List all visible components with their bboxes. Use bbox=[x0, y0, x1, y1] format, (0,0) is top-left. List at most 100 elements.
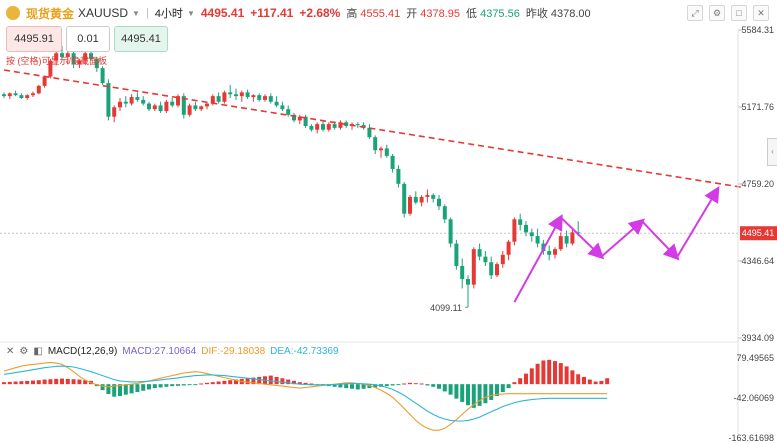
candle bbox=[89, 51, 93, 61]
candle bbox=[274, 96, 279, 108]
quantity-input[interactable]: 0.01 bbox=[66, 26, 110, 52]
close-icon[interactable]: ✕ bbox=[753, 5, 769, 21]
candle bbox=[309, 124, 314, 132]
expand-icon[interactable]: □ bbox=[731, 5, 747, 21]
projection-segment[interactable] bbox=[600, 218, 646, 258]
instrument-name[interactable]: 现货黄金 bbox=[26, 6, 75, 21]
candles-layer: 4099.11 bbox=[2, 45, 581, 313]
macd-bar bbox=[210, 382, 215, 385]
candle bbox=[239, 90, 244, 102]
macd-bar bbox=[13, 381, 18, 385]
macd-bar bbox=[141, 384, 146, 391]
candle bbox=[361, 122, 366, 130]
macd-bar bbox=[19, 381, 24, 385]
macd-bar bbox=[576, 374, 581, 385]
macd-bar bbox=[338, 384, 343, 388]
projection-segment[interactable] bbox=[641, 220, 680, 261]
candle bbox=[454, 239, 459, 270]
toggle-icon[interactable]: ◧ bbox=[33, 346, 43, 357]
candle bbox=[384, 144, 389, 158]
candle bbox=[42, 75, 47, 88]
settings-icon[interactable]: ⚙ bbox=[19, 346, 29, 357]
candle bbox=[500, 251, 505, 268]
candle bbox=[402, 181, 407, 218]
open-stat: 开 4378.95 bbox=[406, 8, 461, 20]
macd-bar bbox=[234, 379, 238, 385]
candle bbox=[466, 275, 470, 308]
price-change: +117.41 bbox=[250, 6, 294, 20]
projection-segment[interactable] bbox=[560, 216, 605, 260]
grid-layer bbox=[0, 232, 738, 343]
interval-selector[interactable]: 4小时 bbox=[154, 8, 183, 20]
price-change-pct: +2.68% bbox=[299, 6, 341, 20]
macd-bar bbox=[106, 384, 111, 395]
symbol-dropdown-icon[interactable]: ▼ bbox=[132, 8, 140, 18]
collapse-icon[interactable]: ✕ bbox=[6, 346, 15, 357]
candle bbox=[390, 153, 395, 173]
candle bbox=[216, 92, 221, 104]
instrument-symbol[interactable]: XAUUSD bbox=[78, 6, 129, 20]
macd-bar bbox=[396, 384, 401, 386]
y-tick-label-2: 4759.20 bbox=[741, 179, 774, 189]
macd-bar bbox=[587, 379, 592, 385]
candle bbox=[570, 228, 575, 246]
y-tick-label-4: 3934.09 bbox=[741, 333, 774, 343]
candle bbox=[77, 58, 82, 69]
low-stat: 低 4375.56 bbox=[466, 8, 520, 20]
candle bbox=[326, 122, 331, 132]
candle bbox=[152, 103, 157, 112]
candle bbox=[129, 94, 134, 106]
candle bbox=[379, 146, 383, 158]
candle bbox=[147, 101, 151, 112]
macd-bar bbox=[413, 383, 418, 385]
buy-price-button[interactable]: 4495.41 bbox=[114, 26, 168, 52]
candle bbox=[483, 251, 488, 266]
macd-bar bbox=[344, 384, 349, 389]
macd-bar bbox=[216, 381, 221, 385]
panel-hint-text: 按 (空格)可显示/隐藏面板 bbox=[6, 56, 107, 66]
interval-dropdown-icon[interactable]: ▼ bbox=[186, 8, 195, 18]
candle bbox=[396, 165, 401, 188]
candle bbox=[292, 112, 296, 123]
macd-bar bbox=[454, 384, 459, 399]
macd-bar bbox=[448, 384, 453, 395]
macd-bar bbox=[100, 384, 105, 391]
macd-bar bbox=[390, 384, 395, 386]
macd-bar bbox=[7, 381, 12, 385]
macd-bar bbox=[147, 384, 151, 390]
macd-bar bbox=[373, 384, 378, 388]
settings-icon[interactable]: ⚙ bbox=[709, 5, 725, 21]
y-tick-label-1: 5171.76 bbox=[741, 102, 774, 112]
candle bbox=[25, 94, 30, 100]
macd-bar bbox=[135, 384, 140, 393]
resistance-trendline[interactable] bbox=[3, 69, 741, 188]
panel-collapse-handle[interactable]: ‹ bbox=[767, 138, 777, 166]
y-tick-label-0: 5584.31 bbox=[741, 25, 774, 35]
macd-bar bbox=[506, 384, 511, 389]
macd-label: MACD(12,26,9) bbox=[47, 346, 118, 357]
candle bbox=[448, 217, 453, 248]
macd-bar bbox=[164, 384, 169, 387]
candle bbox=[437, 195, 441, 210]
candle bbox=[31, 91, 35, 98]
macd-bar bbox=[582, 376, 586, 385]
macd-bar bbox=[152, 384, 157, 389]
maximize-icon[interactable]: ⤢ bbox=[687, 5, 703, 21]
candle bbox=[315, 122, 320, 134]
macd-bar bbox=[170, 384, 175, 387]
projection-segment[interactable] bbox=[513, 213, 563, 303]
macd-bar bbox=[541, 360, 546, 385]
macd-tick-label-1: -42.06069 bbox=[733, 393, 774, 403]
candle bbox=[489, 256, 494, 280]
candle bbox=[228, 84, 233, 98]
macd-bar bbox=[83, 380, 88, 385]
candle bbox=[344, 120, 349, 128]
sell-price-button[interactable]: 4495.91 bbox=[6, 26, 62, 52]
macd-bar bbox=[245, 378, 250, 385]
candle bbox=[245, 89, 250, 99]
projection-segment[interactable] bbox=[675, 186, 720, 259]
candle bbox=[19, 93, 24, 99]
macd-bar bbox=[431, 384, 436, 387]
y-tick-label-3: 4346.64 bbox=[741, 256, 774, 266]
